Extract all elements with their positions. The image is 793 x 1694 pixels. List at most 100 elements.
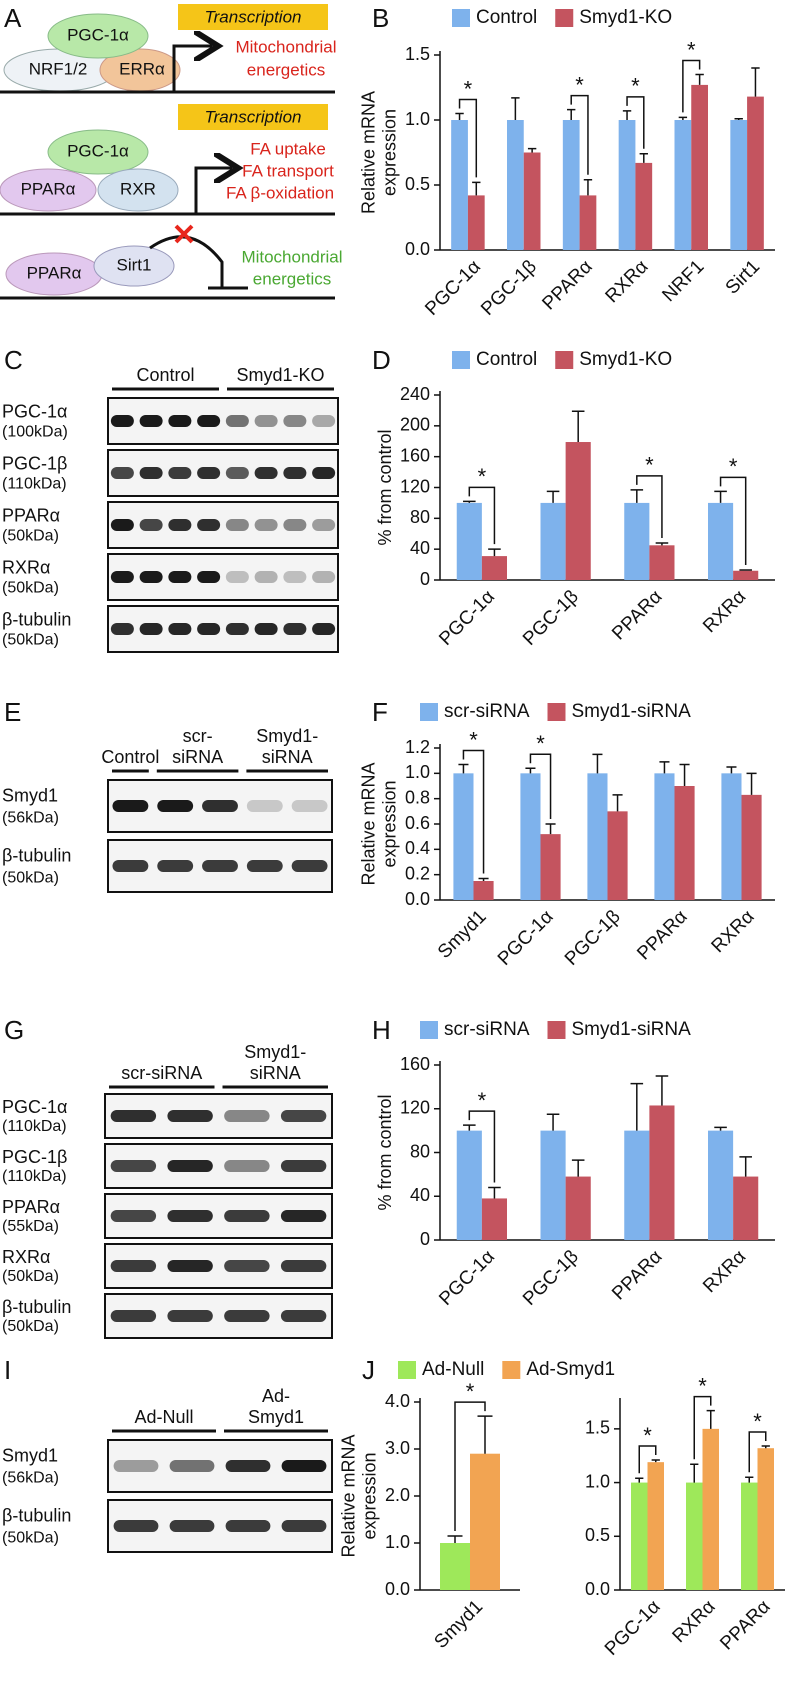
- x-tick-label: PGC-1β: [561, 906, 625, 970]
- legend-swatch: [555, 351, 574, 369]
- y-axis-label: expression: [379, 780, 399, 867]
- y-tick-label: 2.0: [385, 1485, 410, 1505]
- band: [246, 800, 283, 812]
- error-bar: [746, 772, 757, 795]
- band: [197, 467, 221, 479]
- legend-label: Smyd1-KO: [579, 349, 672, 370]
- bar: [523, 152, 541, 250]
- band: [283, 467, 307, 479]
- band: [110, 467, 134, 479]
- group-label: Smyd1-KO: [236, 365, 324, 385]
- y-tick-label: 1.0: [585, 1471, 610, 1491]
- group-label: Smyd1-: [256, 726, 318, 746]
- arrow: [172, 46, 212, 92]
- band: [312, 623, 336, 635]
- band: [254, 519, 278, 531]
- significance-label: *: [478, 464, 487, 489]
- error-bar: [463, 500, 476, 503]
- band: [225, 1460, 271, 1472]
- blot-size: (110kDa): [2, 475, 67, 492]
- group-label: Control: [101, 747, 159, 767]
- bar: [741, 794, 762, 900]
- block-mark: [174, 224, 194, 244]
- y-tick-label: 200: [400, 415, 430, 435]
- y-axis-label: expression: [379, 109, 399, 196]
- band: [112, 800, 149, 812]
- y-tick-label: 80: [410, 507, 430, 527]
- significance-label: *: [478, 1088, 487, 1113]
- bar: [733, 570, 759, 580]
- error-bar: [472, 181, 481, 196]
- band: [280, 1260, 327, 1272]
- band: [110, 623, 134, 635]
- band: [225, 519, 249, 531]
- band: [139, 623, 163, 635]
- blot-label: PGC-1α: [2, 1097, 67, 1117]
- x-tick-label: PGC-1α: [601, 1596, 665, 1660]
- significance-bracket: [468, 1110, 496, 1183]
- bar: [456, 1130, 482, 1240]
- x-tick-label: PPARα: [538, 256, 596, 314]
- band: [224, 1210, 270, 1222]
- band: [169, 1520, 215, 1532]
- protein: [93, 245, 175, 287]
- band: [168, 571, 192, 583]
- band: [283, 571, 307, 583]
- y-tick-label: 0: [420, 1229, 430, 1249]
- error-bar: [511, 97, 520, 120]
- band: [283, 415, 307, 427]
- panel-label: C: [4, 345, 23, 375]
- significance-label: *: [469, 727, 478, 752]
- blot-label: β-tubulin: [2, 609, 71, 629]
- y-tick-label: 0.0: [385, 1579, 410, 1599]
- band: [280, 1160, 327, 1172]
- blot-size: (56kDa): [2, 810, 59, 827]
- group-label: Smyd1: [248, 1407, 304, 1427]
- bar: [631, 1482, 648, 1590]
- y-tick-label: 160: [400, 445, 430, 465]
- x-tick-label: PGC-1β: [519, 1246, 583, 1310]
- legend-label: Smyd1-KO: [579, 7, 672, 28]
- y-axis-label: % from control: [375, 1094, 395, 1210]
- panel-label: I: [4, 1355, 11, 1385]
- significance-bracket: [682, 59, 701, 113]
- band: [225, 467, 249, 479]
- y-tick-label: 0.0: [405, 889, 430, 909]
- error-bar: [527, 147, 537, 153]
- error-bar: [734, 117, 743, 120]
- bar: [467, 195, 485, 250]
- band: [312, 519, 336, 531]
- error-bar: [545, 823, 556, 835]
- panel-label: F: [372, 697, 388, 727]
- band: [113, 1520, 159, 1532]
- y-tick-label: 1.0: [405, 109, 430, 129]
- panel-label: G: [4, 1015, 24, 1045]
- x-tick-label: PGC-1α: [421, 256, 485, 320]
- legend-swatch: [452, 9, 470, 27]
- protein-label: Sirt1: [117, 255, 152, 274]
- group-label: scr-: [183, 726, 213, 746]
- error-bar: [745, 1476, 754, 1483]
- bar: [708, 1130, 734, 1240]
- bar: [757, 1448, 774, 1590]
- y-tick-label: 0.0: [405, 239, 430, 259]
- blot-label: β-tubulin: [2, 1297, 71, 1317]
- y-tick-label: 240: [400, 384, 430, 404]
- error-bar: [546, 490, 560, 503]
- panel-label: A: [4, 3, 22, 33]
- error-bar: [714, 490, 727, 503]
- error-bar: [488, 548, 501, 557]
- bar: [451, 120, 468, 250]
- significance-bracket: [626, 96, 645, 149]
- protein-label: RXR: [120, 179, 156, 198]
- bar: [624, 1130, 650, 1240]
- band: [168, 519, 192, 531]
- error-bar: [477, 1415, 493, 1454]
- band: [157, 800, 194, 812]
- group-label: Ad-Null: [134, 1407, 193, 1427]
- x-tick-label: Sirt1: [722, 256, 764, 298]
- bar: [453, 773, 474, 900]
- y-tick-label: 1.0: [405, 762, 430, 782]
- error-bar: [463, 1124, 476, 1131]
- band: [167, 1160, 213, 1172]
